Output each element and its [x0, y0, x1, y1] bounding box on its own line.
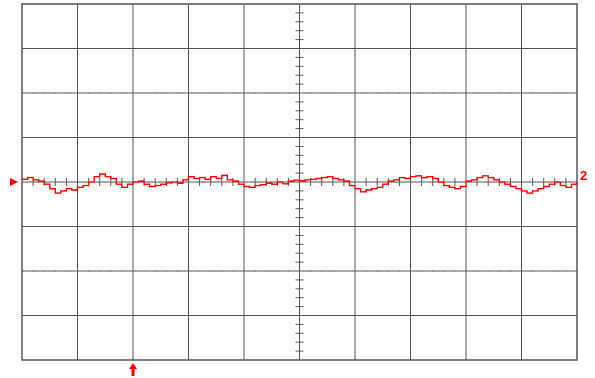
reference-dot — [265, 92, 267, 94]
reference-dot — [487, 270, 489, 272]
reference-dot — [43, 270, 45, 272]
channel-label: 2 — [580, 168, 587, 183]
reference-dot — [321, 92, 323, 94]
ground-level-arrow — [10, 178, 18, 186]
trace-line — [22, 173, 578, 194]
reference-dot — [121, 270, 123, 272]
reference-dot — [398, 92, 401, 94]
reference-dot — [43, 92, 45, 94]
reference-dot — [32, 270, 34, 272]
reference-dot — [509, 270, 512, 272]
reference-dot — [543, 92, 545, 94]
trigger-position-arrow — [129, 363, 137, 376]
reference-dot — [532, 92, 534, 94]
reference-dot — [421, 92, 423, 94]
reference-dot — [210, 270, 212, 272]
signal-trace — [22, 173, 578, 194]
reference-dot — [421, 270, 423, 272]
reference-dot — [221, 92, 223, 94]
reference-dot — [154, 92, 156, 94]
reference-dot — [565, 270, 567, 272]
reference-dot — [476, 92, 478, 94]
reference-dot — [32, 92, 34, 94]
reference-dot — [343, 92, 345, 94]
reference-dot — [99, 270, 101, 272]
reference-dot — [498, 92, 500, 94]
reference-dot — [432, 92, 434, 94]
markers: 2 — [10, 168, 587, 376]
reference-dot — [88, 270, 90, 272]
reference-dot — [276, 270, 278, 272]
reference-dot — [487, 92, 489, 94]
reference-dot — [276, 92, 278, 94]
reference-dot — [532, 270, 534, 272]
reference-dot — [110, 92, 112, 94]
reference-dot — [287, 270, 290, 272]
reference-dot — [332, 270, 334, 272]
reference-dot — [199, 92, 201, 94]
reference-dot — [498, 270, 500, 272]
reference-dot — [554, 92, 556, 94]
reference-dot — [65, 270, 68, 272]
reference-dot — [343, 270, 345, 272]
reference-dot — [443, 92, 445, 94]
reference-dot — [387, 92, 389, 94]
dotted-reference-lines — [32, 92, 567, 272]
reference-dot — [254, 92, 256, 94]
reference-dot — [54, 270, 56, 272]
reference-dot — [365, 92, 367, 94]
reference-dot — [110, 270, 112, 272]
reference-dot — [232, 92, 234, 94]
reference-dot — [88, 92, 90, 94]
reference-dot — [254, 270, 256, 272]
reference-dot — [454, 92, 456, 94]
reference-dot — [287, 92, 290, 94]
reference-dot — [387, 270, 389, 272]
reference-dot — [232, 270, 234, 272]
reference-dot — [176, 270, 179, 272]
reference-dot — [143, 270, 145, 272]
reference-dot — [321, 270, 323, 272]
reference-dot — [365, 270, 367, 272]
reference-dot — [154, 270, 156, 272]
reference-dot — [121, 92, 123, 94]
trigger-arrow-stem — [131, 368, 135, 376]
reference-dot — [310, 270, 312, 272]
reference-dot — [165, 92, 167, 94]
reference-dot — [310, 92, 312, 94]
reference-dot — [543, 270, 545, 272]
reference-dot — [565, 92, 567, 94]
reference-dot — [210, 92, 212, 94]
reference-dot — [443, 270, 445, 272]
reference-dot — [54, 92, 56, 94]
trigger-arrow-head — [129, 363, 137, 369]
reference-dot — [265, 270, 267, 272]
reference-dot — [176, 92, 179, 94]
reference-dot — [332, 92, 334, 94]
reference-dot — [554, 270, 556, 272]
reference-dot — [221, 270, 223, 272]
reference-dot — [432, 270, 434, 272]
reference-dot — [376, 270, 378, 272]
reference-dot — [65, 92, 68, 94]
reference-dot — [99, 92, 101, 94]
reference-dot — [454, 270, 456, 272]
reference-dot — [143, 92, 145, 94]
reference-dot — [199, 270, 201, 272]
graticule — [22, 4, 577, 360]
reference-dot — [398, 270, 401, 272]
reference-dot — [165, 270, 167, 272]
reference-dot — [476, 270, 478, 272]
reference-dot — [509, 92, 512, 94]
reference-dot — [376, 92, 378, 94]
